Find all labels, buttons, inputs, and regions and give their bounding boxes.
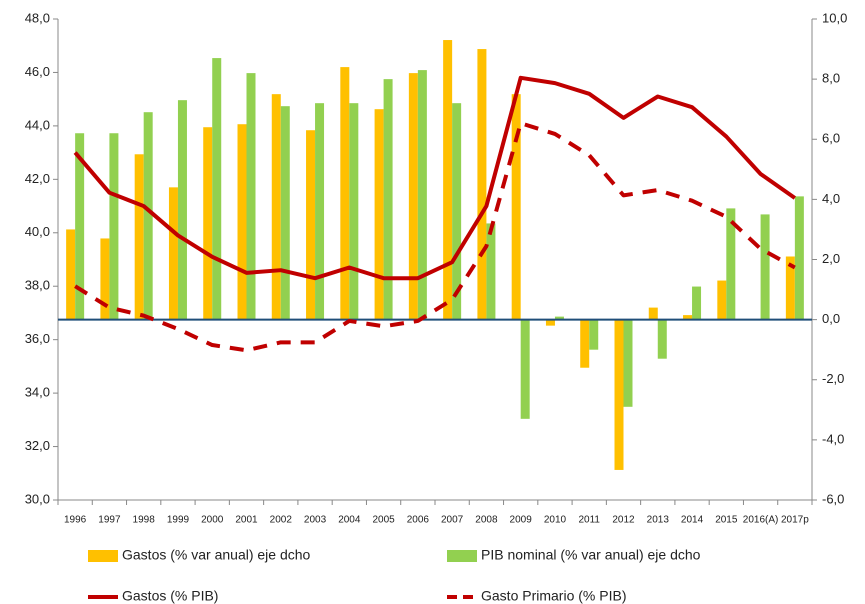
bar — [683, 315, 693, 320]
x-tick-label: 2013 — [647, 515, 670, 526]
y2-tick-label: 2,0 — [822, 251, 840, 266]
bar — [408, 73, 418, 320]
bar — [785, 256, 795, 320]
bar — [511, 94, 521, 320]
x-tick-label: 1997 — [98, 515, 121, 526]
bar — [477, 49, 487, 320]
x-tick-label: 2002 — [270, 515, 293, 526]
bar — [452, 103, 462, 320]
x-tick-label: 2004 — [338, 515, 361, 526]
y2-tick-label: -4,0 — [822, 431, 844, 446]
legend-label: PIB nominal (% var anual) eje dcho — [481, 547, 701, 563]
x-tick-label: 2008 — [475, 515, 498, 526]
x-tick-label: 2007 — [441, 515, 464, 526]
x-tick-label: 1998 — [133, 515, 156, 526]
bar — [100, 238, 110, 320]
x-tick-label: 2011 — [578, 515, 600, 526]
x-tick-label: 2014 — [681, 515, 704, 526]
bar — [349, 103, 359, 320]
y2-tick-label: 0,0 — [822, 311, 840, 326]
y-tick-label: 30,0 — [25, 491, 50, 506]
bar — [443, 40, 453, 320]
bar — [237, 124, 247, 320]
bar — [717, 280, 727, 320]
bar — [109, 133, 119, 320]
y-tick-label: 40,0 — [25, 224, 50, 239]
bar — [726, 208, 736, 320]
bar — [383, 79, 393, 320]
line — [73, 75, 797, 281]
bar — [134, 154, 144, 320]
bar — [580, 319, 590, 368]
bar — [623, 319, 633, 407]
bar — [648, 307, 658, 320]
x-tick-label: 1996 — [64, 515, 87, 526]
bar — [66, 229, 76, 320]
bar — [486, 223, 496, 320]
y2-tick-label: 4,0 — [822, 191, 840, 206]
x-tick-label: 2012 — [612, 515, 635, 526]
y2-tick-label: 10,0 — [822, 10, 847, 25]
x-tick-label: 2016(A) — [743, 515, 779, 526]
bar — [374, 109, 384, 320]
legend-label: Gastos (% var anual) eje dcho — [122, 547, 311, 563]
y2-tick-label: -6,0 — [822, 491, 844, 506]
y2-tick-label: -2,0 — [822, 371, 844, 386]
bar — [177, 100, 187, 320]
bar — [554, 316, 564, 320]
y-tick-label: 48,0 — [25, 10, 50, 25]
bar — [340, 67, 350, 320]
legend-label: Gasto Primario (% PIB) — [481, 588, 626, 604]
x-tick-label: 2017p — [781, 515, 809, 526]
y-tick-label: 36,0 — [25, 331, 50, 346]
bar — [143, 112, 153, 320]
bar — [545, 319, 555, 326]
y-tick-label: 44,0 — [25, 117, 50, 132]
x-tick-label: 2001 — [235, 515, 258, 526]
x-tick-label: 2000 — [201, 515, 224, 526]
x-tick-label: 2010 — [544, 515, 567, 526]
legend-swatch — [88, 550, 118, 562]
bar — [417, 70, 427, 320]
bar — [794, 196, 804, 320]
bar — [75, 133, 85, 320]
bar — [315, 103, 325, 320]
bar — [246, 73, 256, 320]
legend-swatch — [447, 550, 477, 562]
bar — [280, 106, 290, 320]
bar — [203, 127, 213, 320]
bar — [589, 319, 599, 350]
x-tick-label: 2005 — [372, 515, 395, 526]
y-tick-label: 32,0 — [25, 438, 50, 453]
bar — [520, 319, 530, 419]
bar — [760, 214, 770, 320]
bar — [692, 286, 702, 320]
x-tick-label: 2009 — [510, 515, 533, 526]
legend-label: Gastos (% PIB) — [122, 588, 218, 604]
y-tick-label: 38,0 — [25, 278, 50, 293]
bar — [168, 187, 178, 320]
bar — [657, 319, 667, 359]
line — [74, 121, 796, 353]
y-tick-label: 42,0 — [25, 171, 50, 186]
x-tick-label: 2003 — [304, 515, 327, 526]
y-tick-label: 46,0 — [25, 64, 50, 79]
y2-tick-label: 8,0 — [822, 71, 840, 86]
bar — [271, 94, 281, 320]
bar — [614, 319, 624, 470]
bar — [212, 58, 222, 320]
x-tick-label: 2015 — [715, 515, 738, 526]
bar — [306, 130, 316, 320]
x-tick-label: 1999 — [167, 515, 190, 526]
x-tick-label: 2006 — [407, 515, 430, 526]
y-tick-label: 34,0 — [25, 385, 50, 400]
y2-tick-label: 6,0 — [822, 131, 840, 146]
legend: Gastos (% var anual) eje dcho PIB nominal… — [88, 547, 701, 604]
